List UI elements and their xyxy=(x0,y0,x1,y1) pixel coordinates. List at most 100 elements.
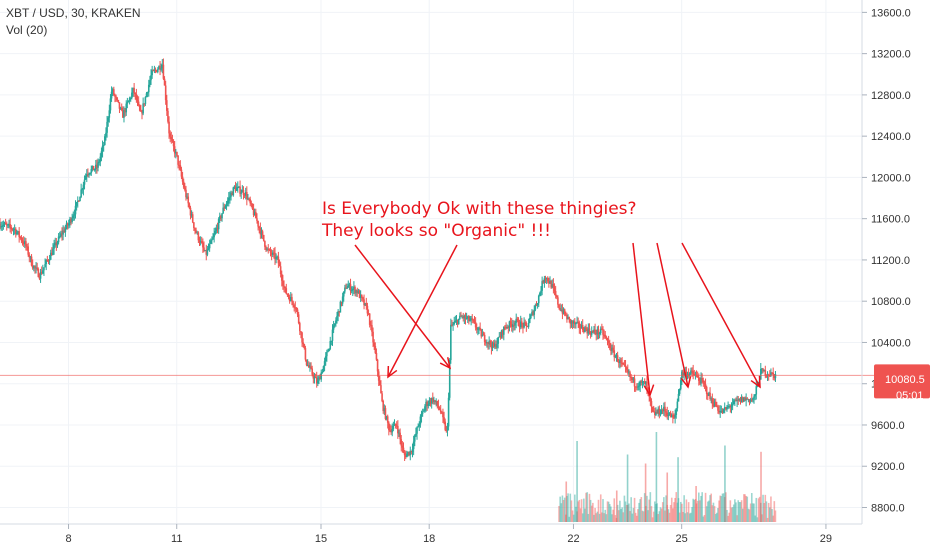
volume-bar xyxy=(731,507,734,522)
candle-body xyxy=(277,256,280,264)
candle-body xyxy=(218,216,221,220)
candle-body xyxy=(58,236,61,238)
candle-body xyxy=(688,373,691,376)
candle-body xyxy=(480,329,483,337)
candle-body xyxy=(549,281,551,284)
candle-body xyxy=(679,380,682,389)
candle-body xyxy=(332,325,335,330)
volume-bar xyxy=(619,500,621,522)
candle-body xyxy=(657,408,660,414)
volume-bar xyxy=(561,495,564,522)
candle-body xyxy=(280,273,283,281)
candle-body xyxy=(353,287,355,289)
candle-body xyxy=(570,321,573,324)
x-tick-label: 25 xyxy=(676,533,688,545)
candle-body xyxy=(145,93,148,98)
candle-body xyxy=(461,316,463,318)
candle-body xyxy=(545,277,548,279)
volume-bar xyxy=(692,498,694,522)
volume-bar xyxy=(577,501,579,522)
candle-body xyxy=(155,70,158,73)
candle-body xyxy=(285,288,288,294)
candle-body xyxy=(171,139,174,142)
time-axis[interactable]: 8 11 15 18 22 25 29 xyxy=(65,524,832,545)
candle-body xyxy=(380,385,382,394)
candle-body xyxy=(110,91,113,99)
annotation-text-line-1: Is Everybody Ok with these thingies? xyxy=(322,199,637,219)
candle-body xyxy=(101,145,104,152)
candle-body xyxy=(114,95,116,97)
volume-bar xyxy=(648,499,651,522)
volume-bar xyxy=(605,514,608,522)
candle-body xyxy=(512,324,514,327)
candle-body xyxy=(457,318,460,325)
candle-body xyxy=(464,315,467,319)
symbol-title[interactable]: XBT / USD, 30, KRAKEN xyxy=(6,6,141,20)
candle-body xyxy=(42,270,44,274)
candle-body xyxy=(339,301,342,313)
candle-body xyxy=(238,186,240,188)
candle-body xyxy=(274,252,276,260)
candle-body xyxy=(69,219,71,224)
candle-body xyxy=(355,290,357,294)
candle-body xyxy=(569,318,572,324)
candle-body xyxy=(658,408,661,415)
volume-bar xyxy=(681,503,683,522)
candle-body xyxy=(628,372,630,374)
candle-body xyxy=(138,105,141,111)
candle-body xyxy=(642,381,645,383)
candle-body xyxy=(593,329,595,332)
candle-body xyxy=(293,305,295,308)
candle-body xyxy=(752,398,754,400)
candle-body xyxy=(408,451,410,456)
candle-body xyxy=(499,336,502,338)
candle-body xyxy=(200,241,203,243)
candle-body xyxy=(513,324,515,326)
volume-bar xyxy=(621,507,623,522)
candlestick-series xyxy=(0,58,777,461)
candle-body xyxy=(606,338,609,341)
candle-body xyxy=(13,228,16,230)
candle-body xyxy=(770,372,772,376)
candle-body xyxy=(47,260,50,262)
candle-body xyxy=(196,232,199,234)
volume-bar xyxy=(718,500,720,522)
candle-body xyxy=(299,323,301,332)
candle-body xyxy=(717,407,719,411)
candle-body xyxy=(78,200,80,202)
volume-bar xyxy=(630,497,632,522)
candle-body xyxy=(589,332,592,335)
candle-body xyxy=(288,296,291,302)
volume-bar xyxy=(771,509,773,522)
candle-body xyxy=(411,449,414,453)
candle-body xyxy=(683,373,685,376)
volume-bar xyxy=(734,499,736,522)
candle-body xyxy=(62,230,64,235)
candle-body xyxy=(560,309,563,311)
candle-body xyxy=(729,406,732,408)
candle-body xyxy=(654,411,656,415)
volume-bar xyxy=(603,513,605,522)
candle-body xyxy=(462,316,465,319)
candle-body xyxy=(176,151,178,156)
candle-body xyxy=(687,374,690,376)
candle-body xyxy=(113,89,115,96)
volume-bar xyxy=(646,495,648,522)
candle-body xyxy=(64,228,67,233)
candle-body xyxy=(48,259,51,261)
candle-body xyxy=(453,322,456,325)
candle-body xyxy=(676,401,679,409)
candle-body xyxy=(270,252,273,255)
candle-body xyxy=(243,194,246,196)
volume-bar xyxy=(661,502,664,522)
candle-body xyxy=(287,295,290,297)
candle-body xyxy=(310,366,312,369)
candle-body xyxy=(663,406,665,412)
volume-bar xyxy=(716,512,718,522)
candle-body xyxy=(54,242,57,246)
candle-body xyxy=(350,290,353,292)
candle-body xyxy=(51,252,53,256)
volume-bar xyxy=(652,511,655,522)
volume-indicator-label[interactable]: Vol (20) xyxy=(6,23,48,37)
